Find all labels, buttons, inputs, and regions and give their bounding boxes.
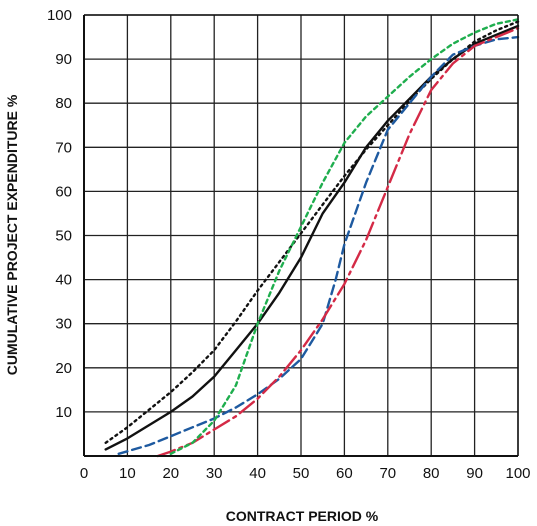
y-tick-label: 40 (55, 272, 72, 289)
y-tick-label: 50 (55, 228, 72, 245)
series-line-1 (104, 24, 520, 451)
y-tick-label: 60 (55, 183, 72, 200)
y-tick-label: 20 (55, 360, 72, 377)
x-tick-label: 100 (505, 465, 530, 482)
series-line-4 (156, 27, 520, 458)
x-tick-label: 20 (162, 465, 179, 482)
y-tick-label: 80 (55, 95, 72, 112)
axes (83, 14, 519, 457)
x-tick-label: 0 (80, 465, 88, 482)
x-tick-label: 80 (423, 465, 440, 482)
y-tick-label: 90 (55, 51, 72, 68)
series-lines (104, 18, 520, 458)
grid (84, 14, 519, 456)
y-tick-label: 70 (55, 139, 72, 156)
y-axis-title: CUMULATIVE PROJECT EXPENDITURE % (4, 94, 20, 375)
x-tick-label: 70 (379, 465, 396, 482)
x-tick-label: 10 (119, 465, 136, 482)
y-tick-label: 30 (55, 316, 72, 333)
series-line-3 (117, 35, 520, 455)
x-tick-label: 30 (206, 465, 223, 482)
x-axis-title: CONTRACT PERIOD % (226, 508, 379, 524)
x-tick-label: 50 (293, 465, 310, 482)
x-tick-label: 40 (249, 465, 266, 482)
series-line-5 (169, 18, 520, 455)
tick-labels: 0 10 20 30 40 50 60 70 80 90 100 10 20 30 40 50 60 70 80 90… (47, 7, 531, 482)
series-line-2 (104, 20, 520, 444)
x-tick-label: 90 (466, 465, 483, 482)
x-tick-label: 60 (336, 465, 353, 482)
y-tick-label: 10 (55, 404, 72, 421)
y-tick-label: 100 (47, 7, 72, 24)
